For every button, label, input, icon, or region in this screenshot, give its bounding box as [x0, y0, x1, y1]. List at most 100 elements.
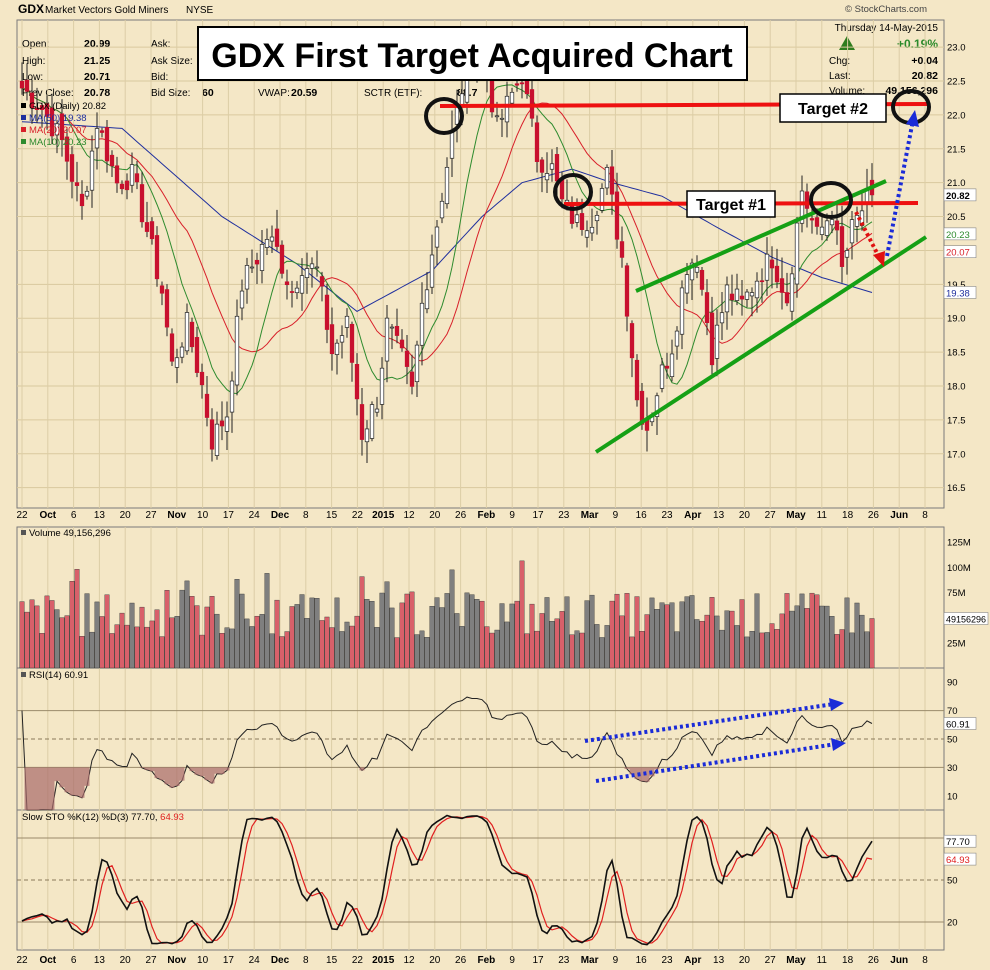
candle-body — [139, 184, 145, 223]
candle-body — [599, 188, 605, 211]
candle-body — [594, 214, 600, 222]
rsi-oversold-fill — [179, 767, 185, 781]
candle-body — [844, 250, 850, 258]
channel-lower — [594, 235, 928, 454]
candle-body — [54, 123, 60, 136]
volume-bar — [679, 601, 685, 669]
x-tick-label: 22 — [16, 955, 28, 966]
volume-bar — [244, 618, 250, 669]
x-tick-label: 27 — [765, 955, 777, 966]
candle-body — [359, 404, 365, 440]
volume-bar — [644, 614, 650, 669]
volume-bar — [469, 594, 475, 669]
candle-body — [89, 150, 95, 191]
candle-body — [769, 259, 775, 269]
candle-body — [754, 280, 760, 299]
volume-bar — [89, 631, 95, 669]
volume-bar — [554, 618, 560, 669]
volume-bar — [59, 617, 65, 669]
volume-bar — [329, 627, 335, 669]
legend-entry: GDX (Daily) 20.82 — [29, 101, 106, 112]
price-tick-label: 17.5 — [947, 415, 966, 426]
price-value-tag-text: 20.23 — [946, 230, 970, 241]
x-tick-label: 13 — [713, 510, 725, 521]
candle-body — [674, 330, 680, 347]
candle-body — [739, 295, 745, 300]
rsi-tick-label: 10 — [947, 791, 958, 802]
sto-legend: Slow STO %K(12) %D(3) 77.70, 64.93 — [22, 812, 184, 823]
rsi-oversold-fill — [49, 767, 55, 810]
volume-bar — [429, 606, 435, 669]
candle-body — [239, 290, 245, 309]
x-tick-label: Mar — [581, 510, 599, 521]
x-axes: 22 Oct 6 13 20 27 Nov 10 17 24 Dec 8 15 22 2015 12 20 26 F… — [16, 510, 928, 966]
volume-bar — [49, 600, 55, 669]
rsi-oversold-fill — [74, 767, 80, 796]
volume-bar — [364, 599, 370, 669]
candle-body — [444, 166, 450, 205]
candle-body — [319, 276, 325, 287]
price-value-tag — [943, 188, 977, 202]
x-tick-label: 22 — [352, 955, 364, 966]
title-banner — [197, 26, 748, 81]
volume-bar — [164, 590, 170, 669]
volume-bar — [384, 581, 390, 669]
volume-bar — [189, 596, 195, 669]
stat-value: 20.78 — [84, 87, 110, 99]
stochastic-lines — [17, 814, 944, 946]
volume-bar — [69, 581, 75, 669]
candle-body — [659, 364, 665, 389]
price-value-tag-text: 20.07 — [946, 248, 970, 259]
candle-body — [364, 428, 370, 443]
x-tick-label: 13 — [94, 955, 106, 966]
volume-bar — [359, 576, 365, 669]
volume-bar — [604, 625, 610, 669]
price-tick-label: 21.5 — [947, 144, 966, 155]
volume-tick-label: 125M — [947, 538, 971, 549]
volume-bar — [284, 631, 290, 669]
volume-bar — [694, 619, 700, 669]
volume-bar — [444, 593, 450, 669]
rsi-oversold-fill — [209, 767, 215, 784]
x-tick-label: Jun — [890, 510, 908, 521]
price-tick-label: 18.0 — [947, 382, 966, 393]
candle-body — [129, 164, 135, 186]
symbol-name: Market Vectors Gold Miners — [45, 5, 168, 16]
x-tick-label: 8 — [303, 510, 309, 521]
quote-label: Ask: — [151, 39, 170, 50]
volume-legend: Volume 49,156,296 — [29, 528, 111, 539]
rsi-tick-label: 70 — [947, 706, 958, 717]
x-tick-label: Dec — [271, 955, 290, 966]
candle-body — [764, 253, 770, 281]
candle-body — [259, 244, 265, 271]
volume-bar — [734, 625, 740, 669]
candle-body — [684, 274, 690, 294]
volume-bar — [319, 620, 325, 669]
legend-swatch — [21, 115, 26, 120]
rsi-oversold-fill — [194, 767, 200, 775]
rsi-value-tag-text: 60.91 — [946, 720, 970, 731]
volume-bar — [619, 615, 625, 669]
candle-body — [694, 266, 700, 273]
volume-bar — [814, 594, 820, 669]
candle-body — [179, 346, 185, 358]
volume-bar — [199, 634, 205, 669]
price-value-tag-text: 20.82 — [946, 191, 970, 202]
candle-body — [699, 269, 705, 290]
x-tick-label: 23 — [661, 955, 673, 966]
candle-body — [134, 173, 140, 183]
candle-body — [379, 367, 385, 405]
volume-bar — [774, 629, 780, 669]
x-tick-label: 18 — [842, 510, 854, 521]
volume-bar — [519, 560, 525, 669]
rsi-oversold-fill — [359, 767, 365, 771]
x-tick-label: 23 — [661, 510, 673, 521]
volume-bar — [569, 634, 575, 669]
x-tick-label: 9 — [509, 955, 515, 966]
quote-label: Bid: — [151, 72, 168, 83]
candle-body — [349, 323, 355, 363]
candle-body — [749, 292, 755, 297]
candle-body — [669, 353, 675, 378]
volume-bar — [124, 624, 130, 669]
